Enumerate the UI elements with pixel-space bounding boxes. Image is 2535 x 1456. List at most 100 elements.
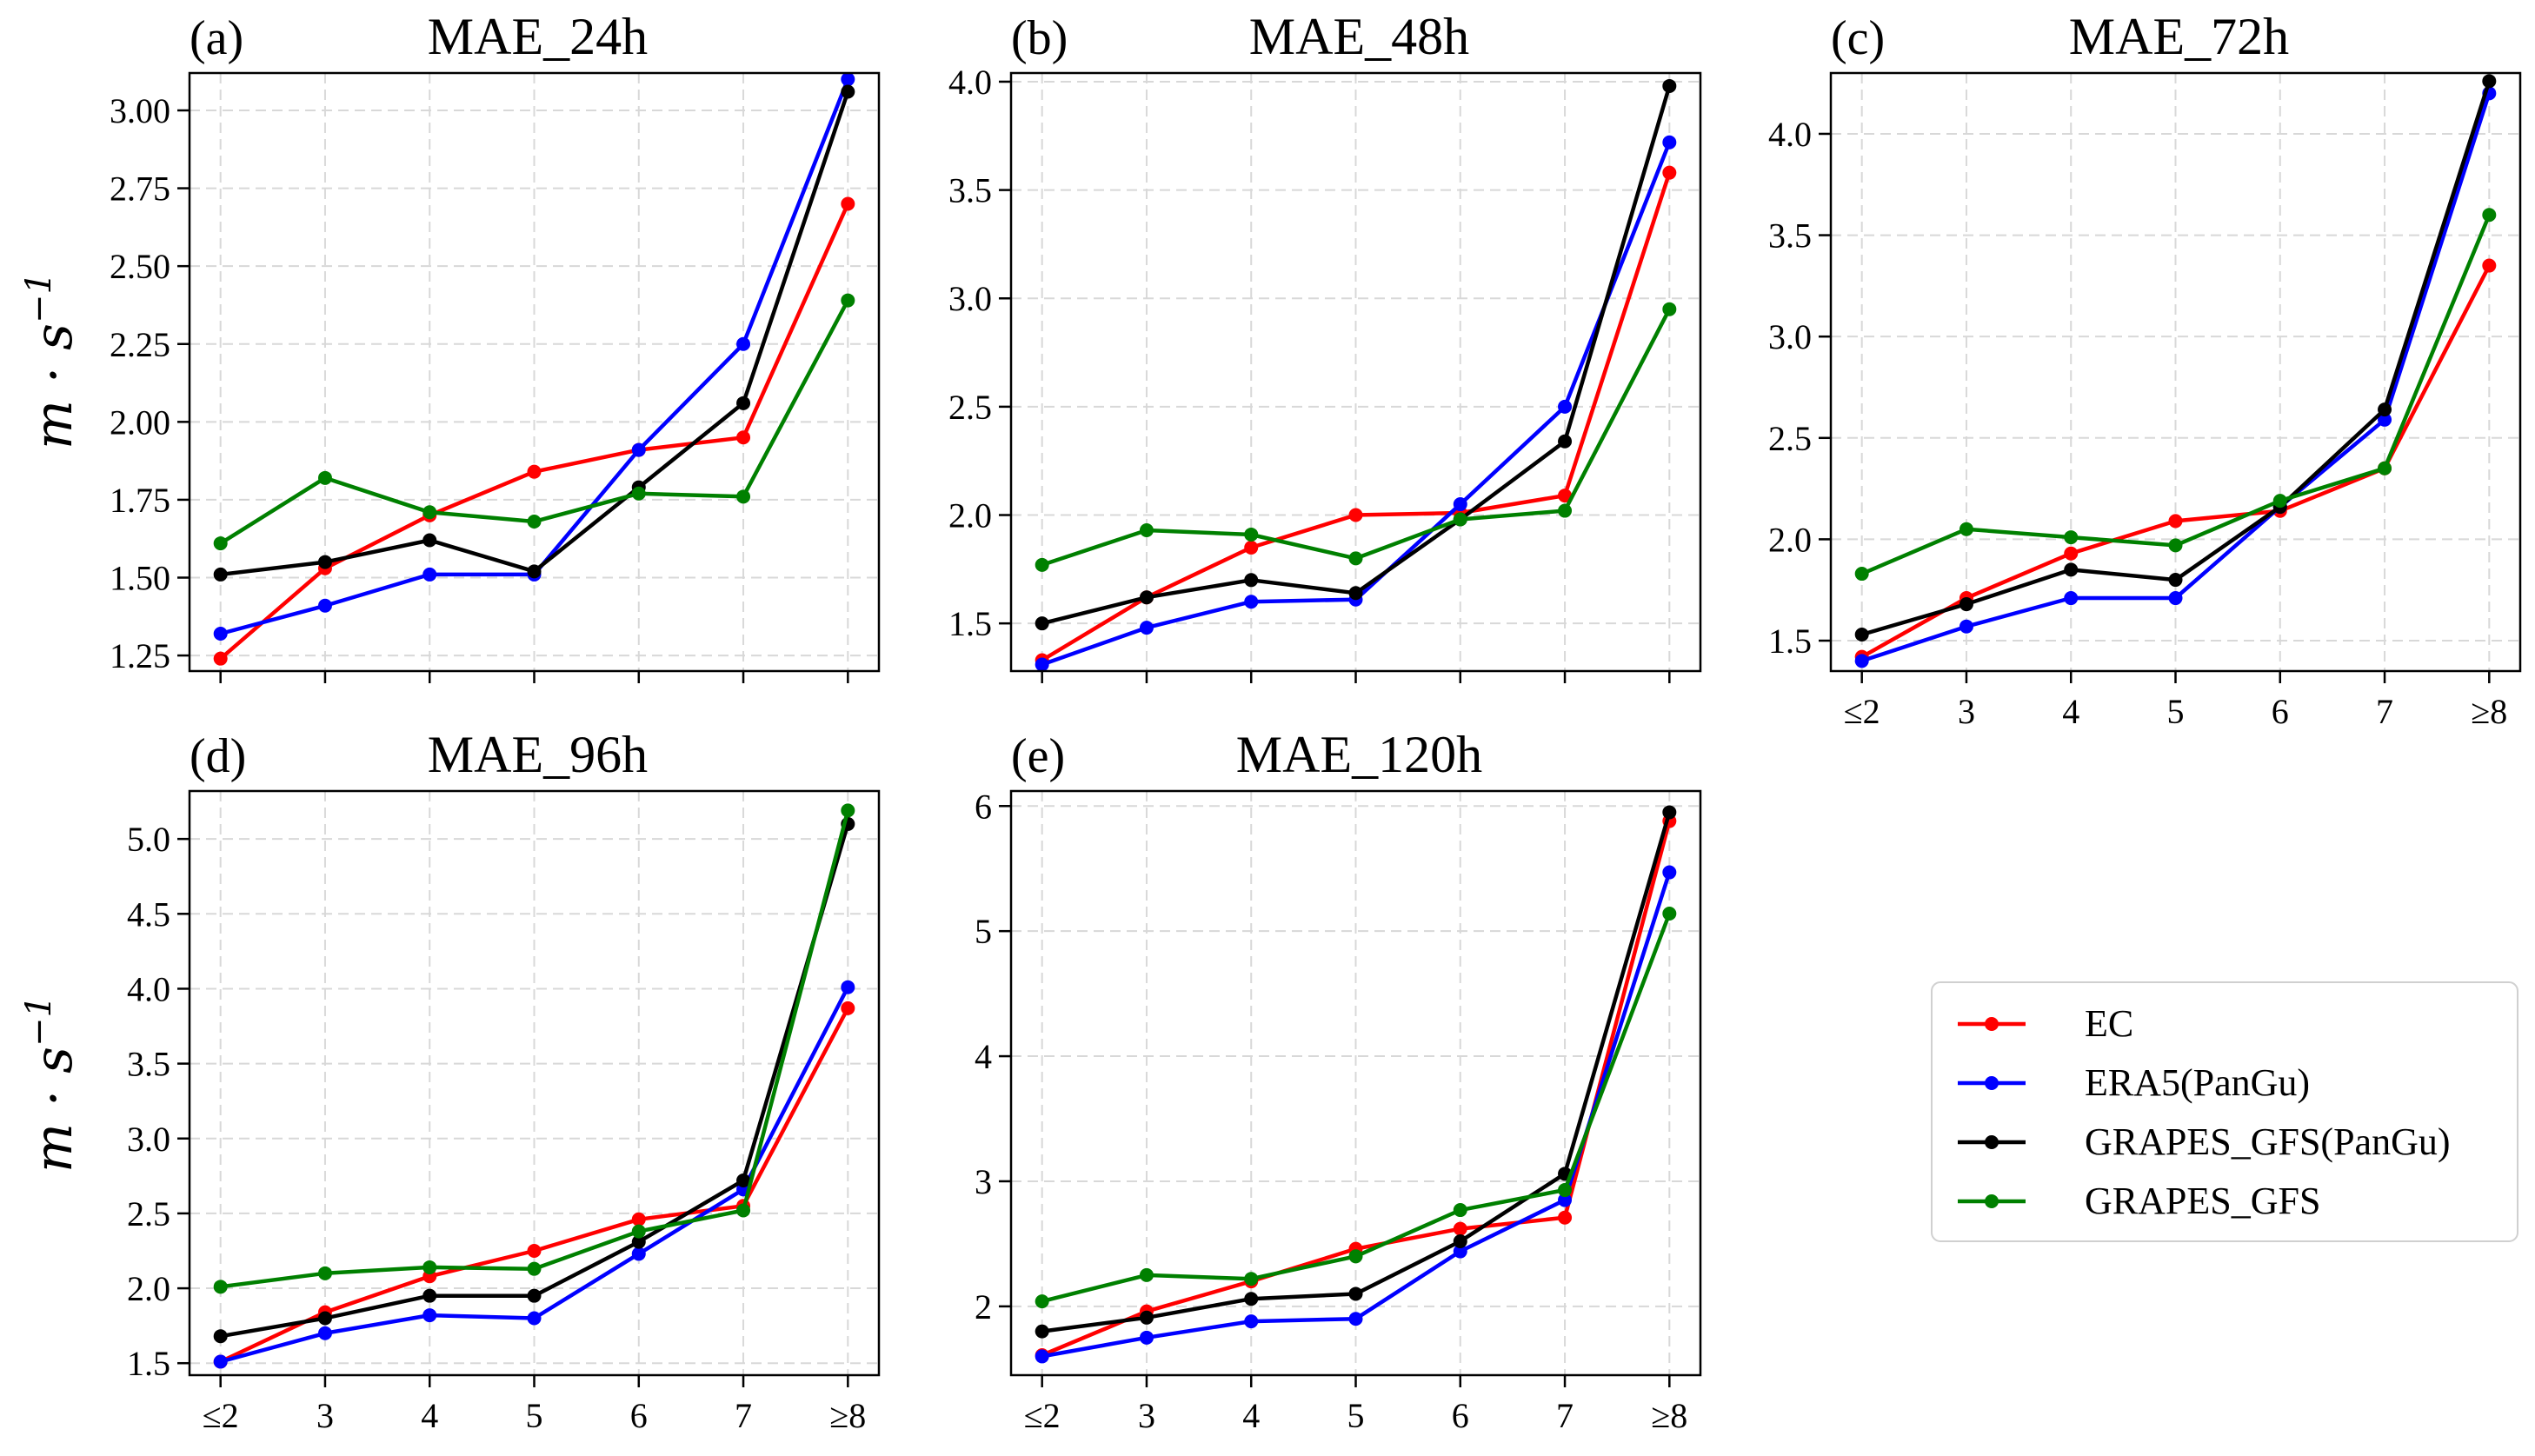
data-point (527, 1261, 542, 1276)
y-tick-label: 5 (975, 912, 992, 951)
data-point (1035, 657, 1049, 672)
y-tick-label: 3.00 (110, 91, 170, 130)
panel-letter-b: (b) (1011, 11, 1068, 65)
y-tick-label: 2.50 (110, 247, 170, 286)
x-tick-label: ≤2 (203, 1396, 239, 1435)
data-point (1139, 1310, 1154, 1325)
data-point (527, 564, 542, 579)
data-point (1558, 434, 1573, 449)
data-point (1139, 522, 1154, 537)
data-point (422, 505, 437, 520)
data-point (1959, 597, 1973, 612)
data-point (1662, 165, 1677, 180)
data-point (1662, 78, 1677, 93)
data-point (422, 1308, 437, 1323)
y-tick-label: 2 (975, 1287, 992, 1326)
data-point (2482, 258, 2497, 273)
data-point (841, 196, 855, 211)
data-point (1854, 628, 1869, 642)
y-tick-label: 4 (975, 1037, 992, 1076)
data-point (317, 1266, 332, 1280)
data-point (736, 1203, 751, 1218)
y-tick-label: 2.5 (127, 1194, 170, 1233)
data-point (213, 536, 228, 551)
data-point (213, 651, 228, 666)
data-point (736, 489, 751, 504)
data-point (2064, 562, 2079, 577)
x-tick-label: 4 (1242, 1396, 1260, 1435)
data-point (2482, 208, 2497, 223)
y-tick-label: 5.0 (127, 820, 170, 859)
legend-label: GRAPES_GFS(PanGu) (2085, 1120, 2451, 1163)
data-point (1348, 1312, 1363, 1326)
data-point (2168, 573, 2183, 588)
data-point (213, 1329, 228, 1344)
data-point (422, 1260, 437, 1274)
data-point (317, 555, 332, 569)
panel-letter-d: (d) (190, 729, 246, 783)
data-point (1244, 1272, 1259, 1286)
x-tick-label: 4 (421, 1396, 438, 1435)
data-point (1244, 573, 1259, 588)
data-point (527, 515, 542, 529)
legend: EC ERA5(PanGu) GRAPES_GFS(PanGu) GRAPES_GFS (1931, 981, 2518, 1242)
data-point (317, 1311, 332, 1326)
y-tick-label: 3.5 (1768, 216, 1812, 256)
legend-entry: ERA5(PanGu) (1958, 1061, 2310, 1104)
data-point (1558, 1210, 1573, 1225)
y-tick-label: 3.0 (948, 279, 992, 318)
y-axis-label-bottom-sup: −1 (19, 995, 59, 1047)
data-point (1035, 1294, 1049, 1309)
panel-title-b: MAE_48h (1249, 8, 1469, 65)
x-tick-label: 5 (1347, 1396, 1365, 1435)
data-point (631, 442, 646, 457)
series-e-1 (1035, 865, 1677, 1364)
x-tick-label: ≥8 (2471, 692, 2507, 731)
data-point (422, 567, 437, 582)
panel-letter-e: (e) (1011, 729, 1065, 783)
data-point (1662, 302, 1677, 316)
data-point (2272, 494, 2287, 509)
data-point (1662, 865, 1677, 880)
grid-b (1011, 73, 1700, 671)
data-point (631, 1247, 646, 1261)
data-point (1662, 907, 1677, 921)
data-point (841, 84, 855, 99)
data-point (2482, 74, 2497, 89)
data-point (736, 336, 751, 351)
x-tick-label: 6 (1452, 1396, 1469, 1435)
x-tick-label: ≥8 (1651, 1396, 1687, 1435)
panel-b: 1.5 2.0 2.5 3.0 3.5 4.0 (b) MAE_48h (948, 8, 1702, 683)
x-tick-label: 6 (2272, 692, 2289, 731)
data-point (1244, 527, 1259, 542)
data-point (527, 464, 542, 479)
data-point (2064, 591, 2079, 606)
legend-marker (1985, 1017, 1999, 1031)
y-axis-label-bottom-base: m · s (23, 1047, 84, 1173)
data-point (1035, 616, 1049, 631)
legend-frame (1931, 981, 2518, 1242)
data-point (317, 470, 332, 485)
panel-letter-a: (a) (190, 11, 243, 65)
data-point (1035, 557, 1049, 572)
data-point (841, 1001, 855, 1015)
x-tick-label: 4 (2062, 692, 2079, 731)
legend-marker (1985, 1135, 1999, 1149)
series-a-3 (213, 293, 855, 551)
legend-label: ERA5(PanGu) (2085, 1061, 2310, 1104)
panel-title-a: MAE_24h (428, 8, 648, 65)
x-tick-label: ≥8 (829, 1396, 866, 1435)
y-tick-label: 1.50 (110, 559, 170, 598)
y-tick-label: 2.75 (110, 170, 170, 209)
y-tick-label: 4.0 (1768, 115, 1812, 154)
panel-c: 1.5 2.0 2.5 3.0 3.5 4.0 ≤2 3 4 5 6 7 ≥8 (c) MAE_72h (1768, 8, 2522, 731)
y-tick-label: 1.75 (110, 481, 170, 520)
data-point (317, 598, 332, 613)
data-point (1453, 1203, 1467, 1218)
x-tick-label: 5 (526, 1396, 543, 1435)
data-point (1558, 399, 1573, 414)
x-tick-label: 5 (2167, 692, 2185, 731)
data-point (2378, 412, 2392, 427)
x-tick-label: 3 (1958, 692, 1975, 731)
y-tick-label: 4.0 (948, 63, 992, 102)
